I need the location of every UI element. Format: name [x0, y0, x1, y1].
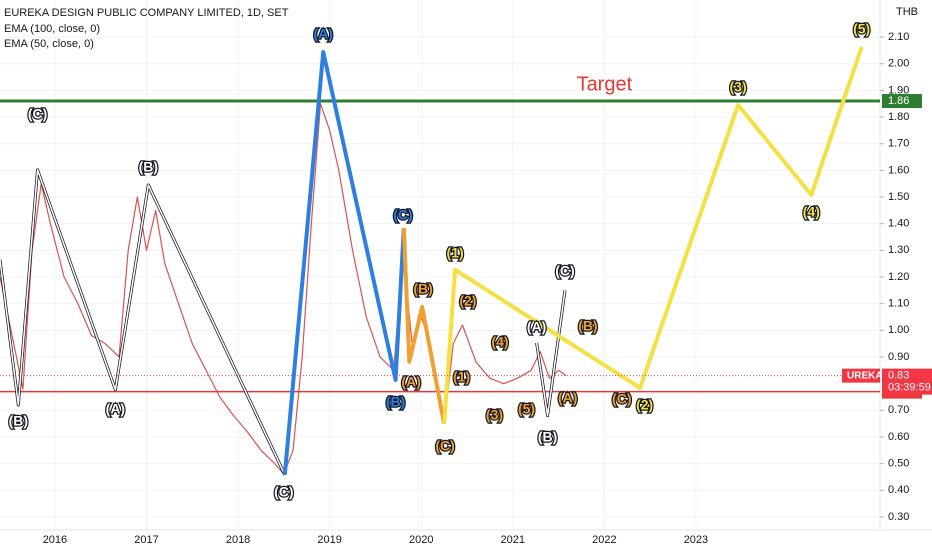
y-tick-label: 2.00: [888, 58, 909, 70]
x-tick-label: 2022: [592, 534, 616, 546]
wave-line: [401, 227, 447, 425]
y-tick-label: 1.80: [888, 111, 909, 123]
wave-label: (5): [518, 400, 535, 416]
y-tick-label: 0.60: [888, 431, 909, 443]
currency-label: THB: [896, 6, 918, 18]
price-label-box: [882, 94, 922, 109]
wave-label: (3): [730, 79, 747, 95]
wave-line: [0, 169, 286, 476]
wave-label: (1): [453, 368, 470, 384]
y-tick-label: 0.70: [888, 404, 909, 416]
last-price-box: [882, 368, 932, 395]
wave-label: (A): [527, 319, 546, 335]
x-tick-label: 2020: [409, 534, 433, 546]
x-tick-label: 2023: [684, 534, 708, 546]
y-tick-label: 0.90: [888, 351, 909, 363]
wave-label: (C): [28, 106, 47, 122]
y-tick-label: 1.20: [888, 271, 909, 283]
countdown-label: 03:39:59: [888, 382, 931, 394]
x-tick-label: 2017: [134, 534, 158, 546]
y-tick-label: 0.50: [888, 458, 909, 470]
last-price-label: 0.83: [888, 370, 909, 382]
wave-label: (B): [578, 318, 597, 334]
wave-label: (A): [314, 26, 333, 42]
wave-label: (A): [401, 374, 420, 390]
x-tick-label: 2021: [501, 534, 525, 546]
symbol-box: [842, 368, 880, 383]
y-tick-label: 1.00: [888, 324, 909, 336]
y-tick-label: 1.60: [888, 164, 909, 176]
indicator-label: EMA (100, close, 0): [4, 23, 100, 35]
wave-line: [535, 290, 566, 417]
wave-label: (A): [558, 390, 577, 406]
price-label: 1.86: [888, 95, 909, 107]
wave-label: (B): [139, 159, 158, 175]
wave-label: (3): [486, 407, 503, 423]
y-tick-label: 0.30: [888, 511, 909, 523]
wave-label: (B): [538, 428, 557, 444]
indicator-label: EMA (50, close, 0): [4, 38, 94, 50]
y-tick-label: 1.90: [888, 84, 909, 96]
y-tick-label: 1.10: [888, 298, 909, 310]
y-tick-label: 0.40: [888, 484, 909, 496]
y-tick-label: 1.40: [888, 218, 909, 230]
wave-label: (2): [636, 396, 653, 412]
wave-label: (B): [9, 412, 28, 428]
x-tick-label: 2016: [43, 534, 67, 546]
x-tick-label: 2019: [317, 534, 341, 546]
wave-label: (B): [386, 394, 405, 410]
wave-label: (C): [435, 438, 454, 454]
wave-label: (C): [393, 207, 412, 223]
wave-line: [442, 46, 864, 425]
wave-label: (B): [413, 280, 432, 296]
wave-label: (5): [853, 21, 870, 37]
wave-label: (C): [555, 263, 574, 279]
chart-title: EUREKA DESIGN PUBLIC COMPANY LIMITED, 1D…: [4, 7, 289, 19]
y-tick-label: 1.50: [888, 191, 909, 203]
wave-label: (C): [274, 484, 293, 500]
wave-label: (4): [491, 334, 508, 350]
symbol-label: UREKA: [847, 370, 883, 381]
x-tick-label: 2018: [226, 534, 250, 546]
wave-line: [282, 49, 406, 475]
y-tick-label: 1.30: [888, 244, 909, 256]
y-tick-label: 1.70: [888, 138, 909, 150]
wave-label: (C): [612, 391, 631, 407]
wave-label: Target: [577, 73, 633, 95]
y-tick-label: 2.10: [888, 31, 909, 43]
wave-label: (4): [803, 204, 820, 220]
wave-label: (2): [459, 292, 476, 308]
wave-label: (1): [447, 245, 464, 261]
plot-area: [0, 0, 880, 530]
wave-label: (A): [106, 400, 125, 416]
